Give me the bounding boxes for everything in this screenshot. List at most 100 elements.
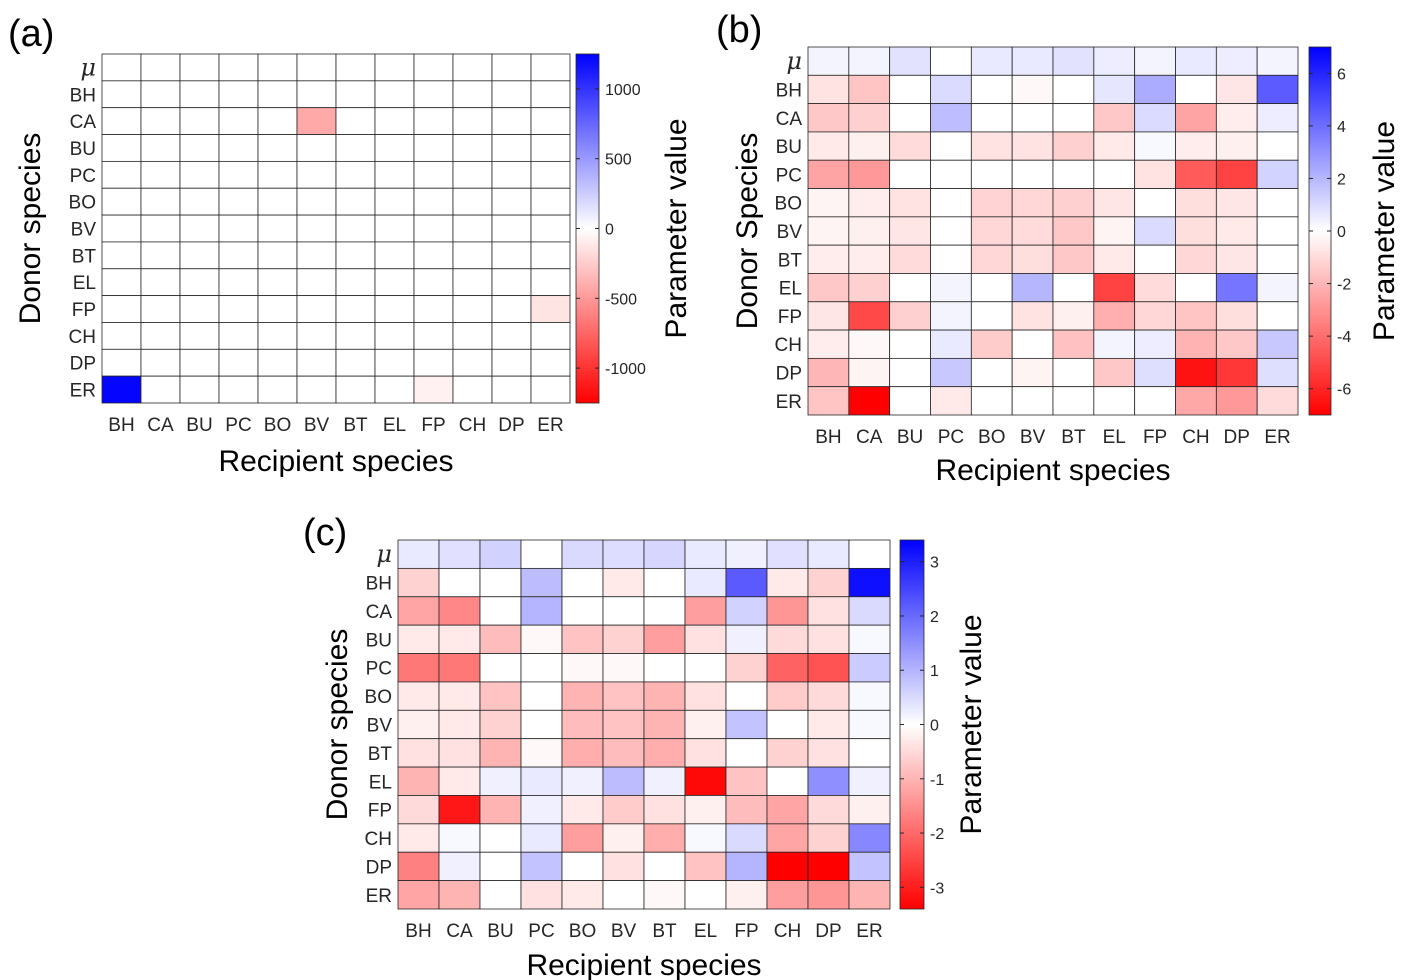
heatmap-cell xyxy=(101,107,142,135)
heatmap-cell xyxy=(520,738,563,768)
heatmap-cell xyxy=(807,681,850,711)
heatmap-cell xyxy=(766,880,809,910)
heatmap-cell xyxy=(452,322,493,350)
heatmap-cell xyxy=(1256,46,1299,76)
heatmap-cell xyxy=(970,216,1013,246)
x-tick-label: DP xyxy=(815,921,841,942)
heatmap-cell xyxy=(479,681,522,711)
heatmap-cell xyxy=(491,348,532,377)
colorbar-tick-label: 0 xyxy=(930,718,939,735)
x-tick-label: BO xyxy=(569,921,596,942)
heatmap-cell xyxy=(561,596,604,626)
heatmap-cell xyxy=(530,134,571,162)
heatmap-cell xyxy=(479,766,522,796)
heatmap-cell xyxy=(335,187,376,216)
colorbar-tick-label: 6 xyxy=(1337,66,1346,83)
heatmap-cell xyxy=(766,567,809,598)
heatmap-cell xyxy=(179,107,220,135)
heatmap-cell xyxy=(970,329,1013,359)
heatmap-cell xyxy=(374,268,415,297)
heatmap-cell xyxy=(218,375,259,404)
heatmap-cell xyxy=(1215,103,1258,133)
heatmap-cell xyxy=(1134,188,1176,218)
heatmap-cell xyxy=(889,357,931,388)
x-tick-label: ER xyxy=(537,415,563,436)
heatmap-cell xyxy=(725,709,768,740)
y-tick-label: μ xyxy=(376,540,392,568)
heatmap-cell xyxy=(1256,216,1299,246)
heatmap-cell xyxy=(140,80,181,109)
heatmap-cell xyxy=(684,823,727,853)
colorbar-tick-label: 2 xyxy=(1337,171,1346,188)
heatmap-cell xyxy=(397,880,440,910)
heatmap-cell xyxy=(1093,329,1136,359)
heatmap-cell xyxy=(530,160,571,189)
heatmap-cell xyxy=(970,131,1013,161)
heatmap-cell xyxy=(413,375,454,404)
heatmap-cell xyxy=(848,216,891,246)
heatmap-cell xyxy=(520,766,563,796)
heatmap-cell xyxy=(684,567,727,598)
heatmap-cell xyxy=(520,823,563,853)
heatmap-cell xyxy=(1134,159,1176,189)
heatmap-cell xyxy=(218,295,259,323)
heatmap-cell xyxy=(140,134,181,162)
heatmap-cell xyxy=(491,134,532,162)
heatmap-cell xyxy=(889,244,931,274)
y-tick-label: CA xyxy=(366,602,393,623)
heatmap-cell xyxy=(561,766,604,796)
heatmap-cell xyxy=(930,103,972,133)
heatmap-cell xyxy=(491,160,532,189)
heatmap-cell xyxy=(602,823,645,853)
heatmap-cell xyxy=(1256,159,1299,189)
heatmap-cell xyxy=(725,567,768,598)
x-tick-label: CH xyxy=(1182,427,1209,448)
heatmap-cell xyxy=(807,386,850,416)
heatmap-cell xyxy=(335,80,376,109)
y-tick-label: BV xyxy=(777,222,803,243)
heatmap-cell xyxy=(530,53,571,82)
heatmap-cell xyxy=(684,681,727,711)
heatmap-cell xyxy=(848,596,891,626)
heatmap-cell xyxy=(438,766,481,796)
heatmap-cell xyxy=(438,567,481,598)
heatmap-cell xyxy=(335,134,376,162)
heatmap-cell xyxy=(530,241,571,270)
heatmap-cell xyxy=(643,624,686,654)
heatmap-cell xyxy=(1256,188,1299,218)
heatmap-cell xyxy=(257,375,298,404)
y-tick-label: DP xyxy=(70,354,96,375)
heatmap-cell xyxy=(1011,188,1054,218)
heatmap-cell xyxy=(218,187,259,216)
heatmap-cell xyxy=(725,624,768,654)
heatmap-cell xyxy=(479,596,522,626)
y-tick-label: DP xyxy=(366,857,392,878)
heatmap-cell xyxy=(296,322,337,350)
heatmap-cell xyxy=(1093,159,1136,189)
colorbar-tick-label: 0 xyxy=(605,222,614,239)
heatmap-cell xyxy=(413,295,454,323)
y-tick-label: BU xyxy=(366,630,392,651)
heatmap-cell xyxy=(218,214,259,243)
heatmap-cell xyxy=(335,214,376,243)
heatmap-cell xyxy=(848,301,891,331)
x-tick-label: BO xyxy=(978,427,1005,448)
heatmap-cell xyxy=(374,53,415,82)
heatmap-cell xyxy=(101,187,142,216)
heatmap-cell xyxy=(335,107,376,135)
heatmap-cell xyxy=(602,795,645,825)
heatmap-cell xyxy=(1011,131,1054,161)
heatmap-cell xyxy=(807,357,850,388)
y-tick-label: ER xyxy=(366,886,392,907)
heatmap-cell xyxy=(1215,273,1258,303)
panel-label: (a) xyxy=(8,13,54,55)
panel-label: (c) xyxy=(303,512,347,554)
x-tick-label: EL xyxy=(1103,427,1126,448)
heatmap-cell xyxy=(1093,273,1136,303)
heatmap-cell xyxy=(520,539,563,569)
heatmap-cell xyxy=(1134,329,1176,359)
heatmap-cell xyxy=(807,653,850,683)
heatmap-cell xyxy=(140,107,181,135)
heatmap-cell xyxy=(684,795,727,825)
heatmap-cell xyxy=(1052,188,1095,218)
